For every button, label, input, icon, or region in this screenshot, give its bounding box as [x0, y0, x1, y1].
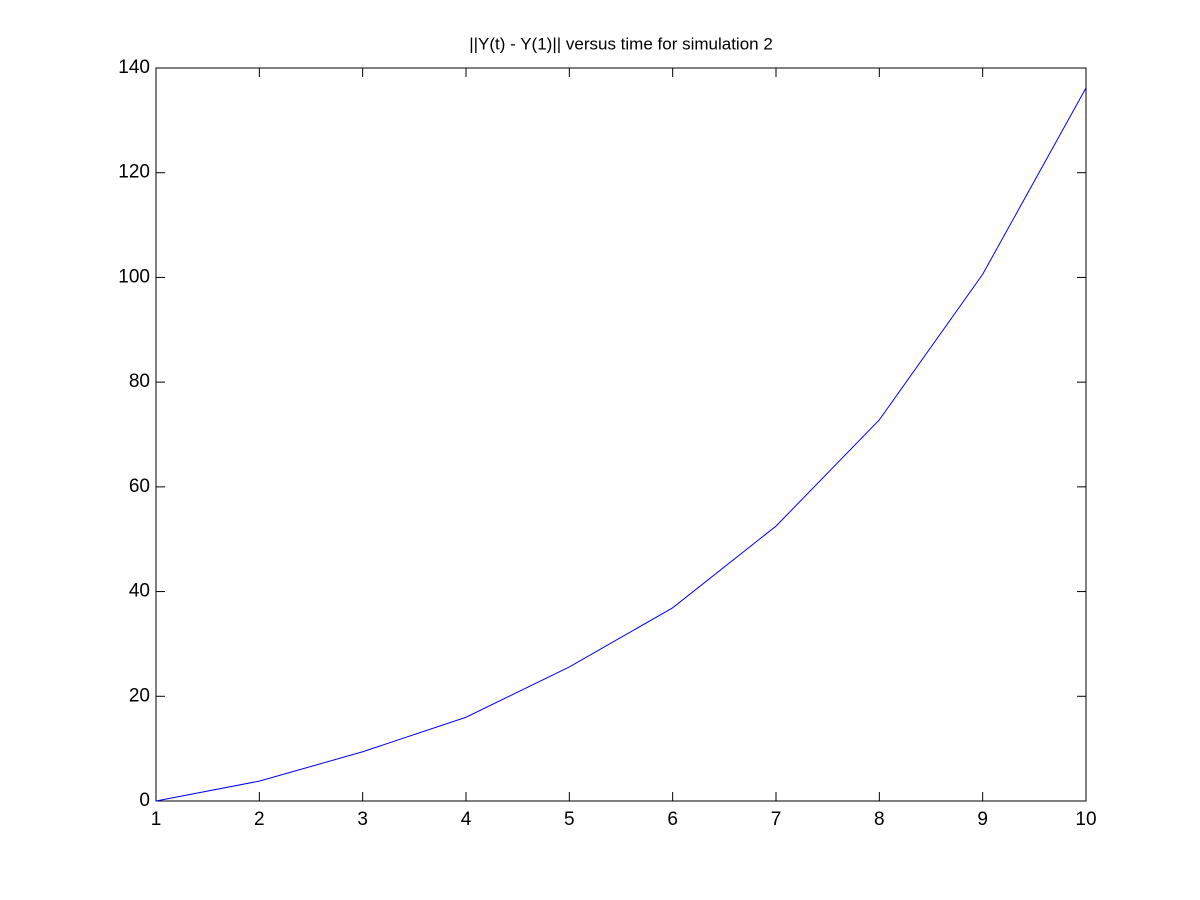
x-tick-label: 2: [254, 809, 265, 830]
x-tick-label: 7: [771, 809, 782, 830]
x-tick-label: 9: [977, 809, 988, 830]
x-tick-label: 5: [564, 809, 575, 830]
x-tick-label: 1: [151, 809, 162, 830]
x-tick-label: 4: [461, 809, 472, 830]
x-tick-label: 10: [1075, 809, 1096, 830]
x-tick-label: 6: [667, 809, 678, 830]
x-tick-label: 8: [874, 809, 885, 830]
y-tick-label: 20: [129, 685, 150, 706]
chart-title: ||Y(t) - Y(1)|| versus time for simulati…: [469, 34, 773, 53]
y-tick-label: 0: [139, 790, 150, 811]
y-tick-label: 80: [129, 371, 150, 392]
y-tick-label: 40: [129, 581, 150, 602]
y-tick-label: 60: [129, 476, 150, 497]
data-line: [155, 87, 1087, 802]
x-tick-label: 3: [357, 809, 368, 830]
plot-area: [155, 67, 1087, 802]
y-tick-label: 120: [118, 162, 150, 183]
y-tick-label: 100: [118, 266, 150, 287]
y-tick-label: 140: [118, 57, 150, 78]
